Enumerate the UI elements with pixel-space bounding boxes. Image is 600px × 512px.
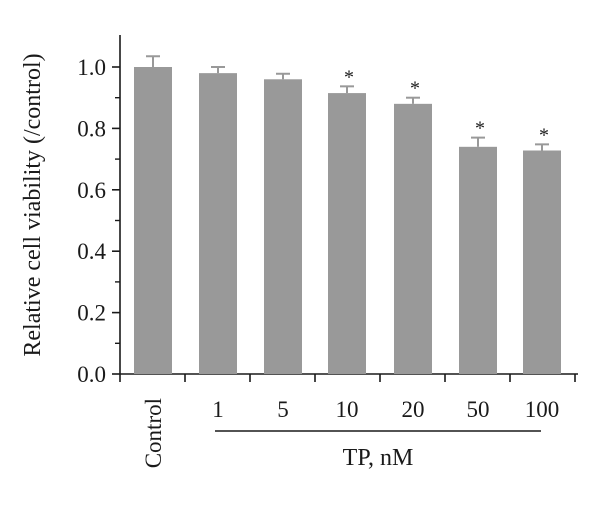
x-tick-label: 100 [525, 397, 560, 422]
bar [264, 79, 302, 374]
significance-star: * [539, 124, 549, 146]
bars [134, 67, 561, 374]
significance-star: * [410, 78, 420, 100]
significance-star: * [475, 118, 485, 140]
y-tick-label: 0.2 [77, 301, 106, 326]
y-tick-label: 1.0 [77, 55, 106, 80]
significance-markers: * * * * [344, 66, 549, 146]
bar [394, 103, 432, 374]
y-tick-label: 0.8 [77, 116, 106, 141]
x-tick-label: 20 [402, 397, 425, 422]
bar [459, 146, 497, 374]
x-tick-label: Control [141, 398, 166, 468]
y-tick-label: 0.4 [77, 239, 106, 264]
x-tick-label: 50 [467, 397, 490, 422]
bar [134, 67, 172, 374]
x-tick-label: 5 [277, 397, 289, 422]
bar [199, 73, 237, 374]
x-tick-label: 1 [212, 397, 224, 422]
bar [328, 93, 366, 374]
y-axis-title: Relative cell viability (/control) [20, 53, 46, 356]
group-label: TP, nM [343, 445, 414, 471]
y-axis: 0.0 0.2 0.4 0.6 0.8 1.0 [77, 35, 121, 387]
y-tick-label: 0.6 [77, 178, 106, 203]
bar [523, 150, 561, 374]
x-tick-label: 10 [336, 397, 359, 422]
significance-star: * [344, 66, 354, 88]
y-tick-label: 0.0 [77, 362, 106, 387]
error-bars [146, 55, 549, 151]
